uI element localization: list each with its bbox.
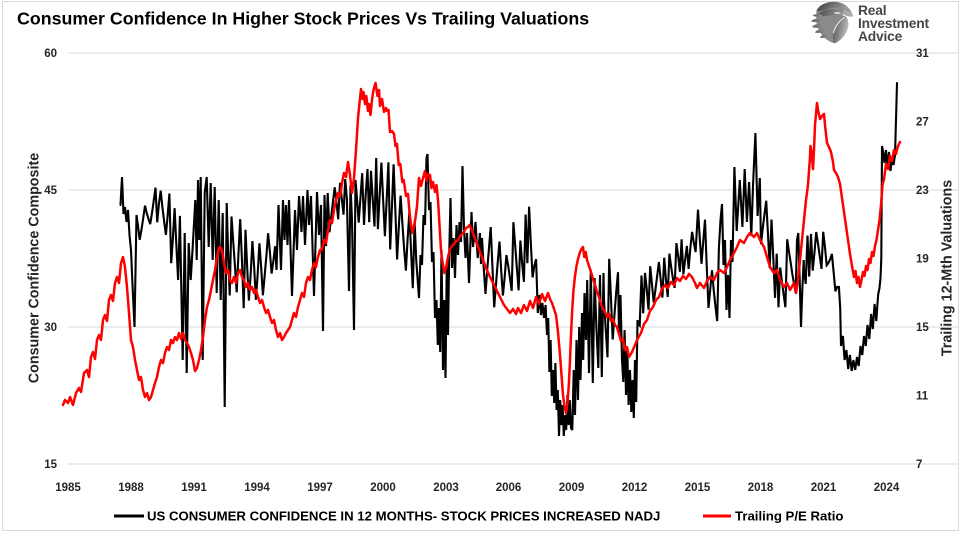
svg-text:Trailing P/E Ratio: Trailing P/E Ratio (735, 509, 843, 524)
svg-text:2006: 2006 (496, 482, 522, 494)
svg-text:2003: 2003 (433, 482, 459, 494)
svg-text:1985: 1985 (55, 482, 81, 494)
svg-text:15: 15 (916, 322, 929, 334)
svg-text:1991: 1991 (181, 482, 207, 494)
svg-text:Trailing 12-Mth Valuations: Trailing 12-Mth Valuations (940, 180, 956, 356)
svg-text:15: 15 (44, 459, 57, 471)
svg-text:Consumer Confidence Composite: Consumer Confidence Composite (27, 153, 43, 383)
svg-text:45: 45 (44, 185, 57, 197)
svg-text:1997: 1997 (307, 482, 333, 494)
svg-text:2012: 2012 (622, 482, 648, 494)
svg-text:Advice: Advice (858, 29, 903, 44)
svg-text:US CONSUMER CONFIDENCE IN 12 M: US CONSUMER CONFIDENCE IN 12 MONTHS- STO… (147, 509, 660, 524)
svg-text:23: 23 (916, 185, 929, 197)
svg-text:2000: 2000 (370, 482, 396, 494)
svg-text:2018: 2018 (748, 482, 774, 494)
svg-text:1988: 1988 (118, 482, 144, 494)
svg-text:2021: 2021 (811, 482, 837, 494)
svg-text:1994: 1994 (244, 482, 270, 494)
svg-text:31: 31 (916, 48, 929, 60)
svg-text:Consumer Confidence In Higher: Consumer Confidence In Higher Stock Pric… (17, 9, 589, 29)
svg-text:2015: 2015 (685, 482, 711, 494)
svg-text:Investment: Investment (858, 16, 929, 31)
svg-text:19: 19 (916, 254, 929, 266)
svg-text:11: 11 (916, 391, 929, 403)
svg-text:27: 27 (916, 117, 929, 129)
svg-text:2009: 2009 (559, 482, 585, 494)
svg-text:Real: Real (858, 3, 886, 18)
svg-text:30: 30 (44, 322, 57, 334)
svg-text:2024: 2024 (874, 482, 900, 494)
svg-text:7: 7 (916, 459, 922, 471)
svg-text:60: 60 (44, 48, 57, 60)
